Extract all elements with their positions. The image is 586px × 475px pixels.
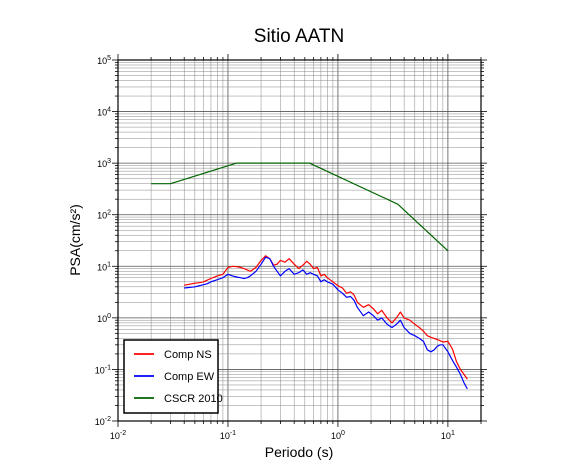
- y-tick-label: 101: [97, 261, 111, 272]
- y-axis-label: PSA(cm/s²): [67, 204, 83, 276]
- x-axis-label: Periodo (s): [265, 444, 333, 460]
- x-tick-label: 100: [331, 430, 345, 441]
- y-tick-label: 100: [97, 313, 111, 324]
- axis-ticks: 10-2 10-1 100 101 10-2 10-1 100 101 102 103 104 105: [95, 54, 487, 441]
- legend-entry: Comp NS: [164, 349, 212, 361]
- y-tick-label: 10-2: [95, 416, 111, 427]
- plot-frame: [117, 59, 482, 422]
- series-layer: [151, 162, 468, 390]
- series-line-comp-ew: [184, 256, 468, 390]
- y-tick-label: 104: [97, 107, 111, 118]
- legend: Comp NS Comp EW CSCR 2010: [123, 339, 223, 414]
- series-line-comp-ns: [184, 255, 468, 380]
- y-tick-label: 103: [97, 158, 111, 169]
- x-tick-label: 10-1: [220, 430, 236, 441]
- x-tick-label: 10-2: [110, 430, 126, 441]
- y-tick-label: 102: [97, 210, 111, 221]
- chart-title: Sitio AATN: [254, 26, 344, 47]
- series-line-cscr-2010: [151, 162, 449, 252]
- legend-entry: CSCR 2010: [164, 393, 223, 405]
- y-tick-label: 105: [97, 55, 111, 66]
- legend-entry: Comp EW: [164, 371, 215, 383]
- x-tick-label: 101: [441, 430, 455, 441]
- y-tick-label: 10-1: [95, 364, 111, 375]
